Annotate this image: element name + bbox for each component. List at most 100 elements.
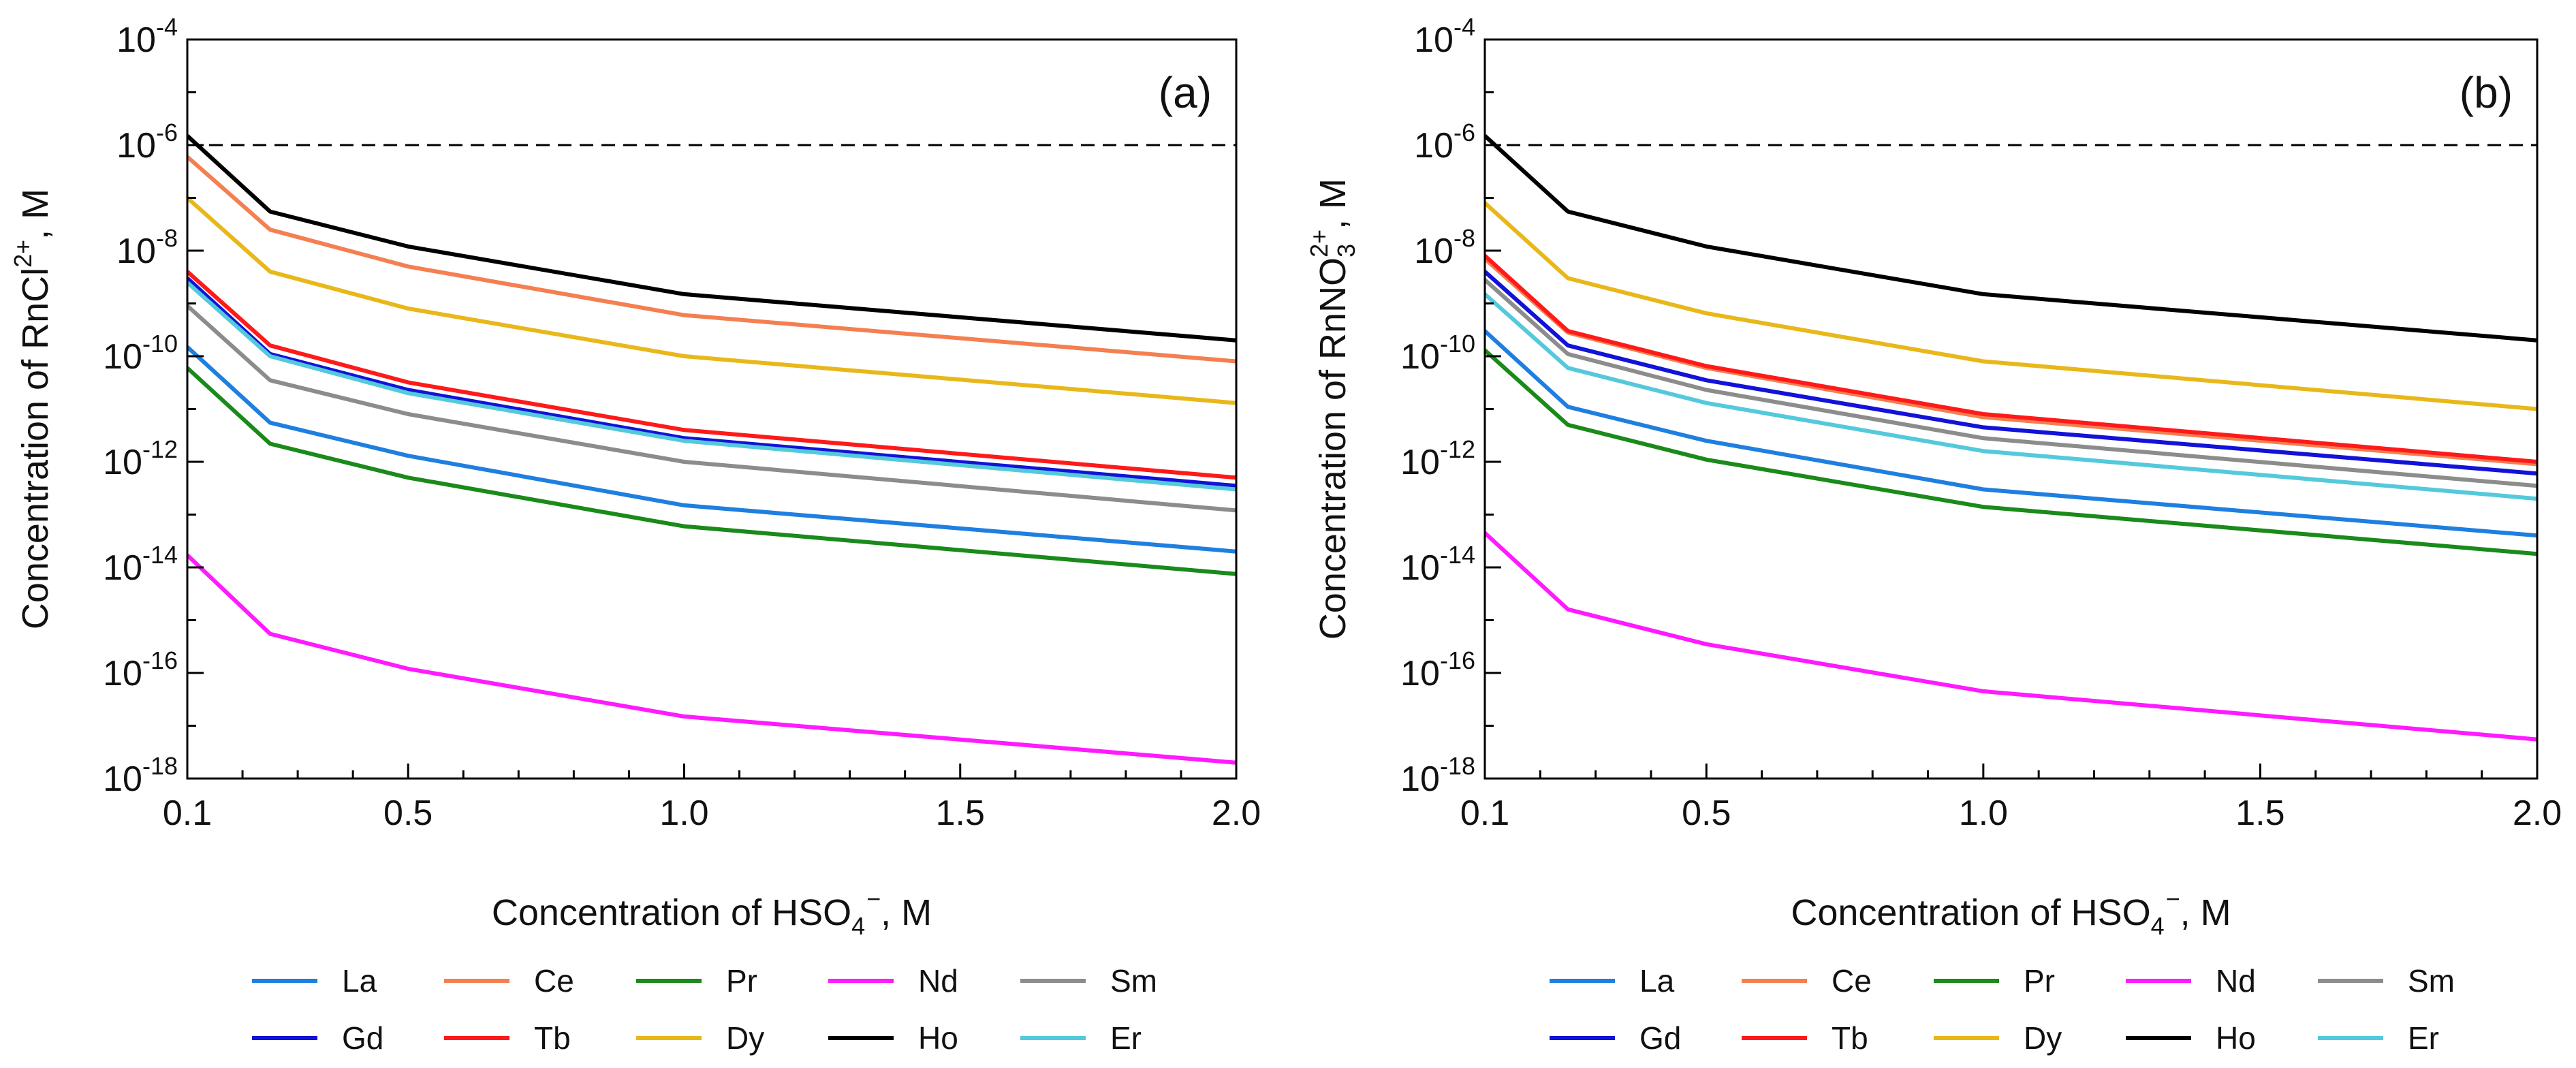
y-tick-base: 10 xyxy=(116,232,156,271)
y-tick-label: 10-10 xyxy=(103,330,178,377)
y-tick-label: 10-4 xyxy=(1414,13,1475,60)
y-tick-base: 10 xyxy=(1414,126,1454,166)
x-title-main: Concentration of HSO xyxy=(492,892,851,933)
legend-label: Ce xyxy=(534,963,574,999)
series-line-ce xyxy=(1485,257,2537,467)
y-tick-exponent: -10 xyxy=(1440,330,1475,358)
legend-item-ce: Ce xyxy=(444,963,574,999)
legend: La Ce Pr Nd Sm Gd Tb Dy Ho Er xyxy=(1550,963,2455,1056)
y-tick-label: 10-16 xyxy=(103,646,178,693)
y-tick-label: 10-4 xyxy=(116,13,178,60)
legend-label: Nd xyxy=(918,963,958,999)
series-line-dy xyxy=(1485,201,2537,411)
x-tick-label: 0.1 xyxy=(1460,794,1509,833)
series-line-la xyxy=(187,345,1236,554)
y-tick-base: 10 xyxy=(116,20,156,60)
y-tick-base: 10 xyxy=(103,443,142,482)
series-line-dy xyxy=(187,196,1236,405)
series-lines xyxy=(187,134,1236,765)
x-title-tail: , M xyxy=(881,892,932,933)
y-tick-base: 10 xyxy=(1400,548,1440,588)
y-tick-base: 10 xyxy=(103,654,142,693)
legend-label: Er xyxy=(1110,1020,1142,1056)
y-title-sub: 3 xyxy=(1332,244,1360,257)
y-title-main: Concentration of RnNO xyxy=(1313,257,1353,640)
x-tick-label: 2.0 xyxy=(2513,794,2562,833)
y-tick-base: 10 xyxy=(1414,232,1454,271)
y-tick-base: 10 xyxy=(1400,443,1440,482)
y-tick-label: 10-14 xyxy=(103,541,178,588)
y-title-tail: , M xyxy=(15,189,56,240)
y-tick-exponent: -4 xyxy=(1454,13,1475,41)
legend-item-nd: Nd xyxy=(828,963,958,999)
plot-frame xyxy=(1483,38,2539,780)
y-tick-base: 10 xyxy=(103,548,142,588)
x-tick-label: 0.5 xyxy=(383,794,433,833)
y-tick-label: 10-8 xyxy=(1414,224,1475,271)
legend-item-gd: Gd xyxy=(252,1020,383,1056)
y-title-sup: 2+ xyxy=(1305,230,1333,257)
x-tick-label: 1.5 xyxy=(936,794,985,833)
legend-item-dy: Dy xyxy=(1934,1020,2062,1056)
y-tick-label: 10-12 xyxy=(1400,435,1475,482)
y-title-sup: 2+ xyxy=(9,240,37,268)
series-line-tb xyxy=(1485,254,2537,464)
y-title-main: Concentration of RnCl xyxy=(15,268,56,629)
y-tick-exponent: -12 xyxy=(142,435,178,463)
y-tick-exponent: -4 xyxy=(156,13,178,41)
series-line-sm xyxy=(1485,278,2537,488)
x-axis-title: Concentration of HSO4−, M xyxy=(1791,885,2231,940)
y-tick-base: 10 xyxy=(1414,20,1454,60)
legend-label: Pr xyxy=(726,963,757,999)
series-line-gd xyxy=(187,277,1236,488)
y-tick-exponent: -8 xyxy=(1454,224,1475,252)
x-tick-label: 2.0 xyxy=(1212,794,1261,833)
legend-label: Tb xyxy=(1832,1020,1868,1056)
y-axis-title: Concentration of RnNO32+, M xyxy=(1305,178,1360,640)
x-title-sub: 4 xyxy=(851,912,865,940)
y-title-tail: , M xyxy=(1313,178,1353,230)
legend-item-gd: Gd xyxy=(1550,1020,1681,1056)
x-title-sup: − xyxy=(2166,885,2180,913)
y-tick-label: 10-12 xyxy=(103,435,178,482)
y-tick-exponent: -18 xyxy=(142,752,178,780)
x-axis-title: Concentration of HSO4−, M xyxy=(492,885,932,940)
legend-item-dy: Dy xyxy=(636,1020,764,1056)
y-tick-exponent: -10 xyxy=(142,330,178,358)
y-tick-label: 10-16 xyxy=(1400,646,1475,693)
legend-item-er: Er xyxy=(1020,1020,1142,1056)
series-line-tb xyxy=(187,270,1236,480)
y-tick-base: 10 xyxy=(1400,337,1440,377)
legend-label: La xyxy=(342,963,377,999)
legend-item-tb: Tb xyxy=(444,1020,571,1056)
y-tick-exponent: -16 xyxy=(1440,646,1475,674)
y-tick-label: 10-6 xyxy=(116,119,178,166)
y-tick-exponent: -6 xyxy=(156,119,178,146)
y-axis-title: Concentration of RnCl2+, M xyxy=(9,189,56,629)
x-tick-label: 0.1 xyxy=(163,794,212,833)
y-tick-label: 10-14 xyxy=(1400,541,1475,588)
legend-item-ho: Ho xyxy=(828,1020,958,1056)
series-line-sm xyxy=(187,304,1236,513)
legend-item-la: La xyxy=(1550,963,1675,999)
legend-label: Sm xyxy=(2408,963,2455,999)
y-tick-exponent: -16 xyxy=(142,646,178,674)
panel-a: 10-410-610-810-1010-1210-1410-1610-180.1… xyxy=(9,13,1261,1056)
series-line-nd xyxy=(187,553,1236,765)
legend-item-pr: Pr xyxy=(636,963,757,999)
y-tick-exponent: -14 xyxy=(142,541,178,569)
x-tick-label: 1.0 xyxy=(659,794,708,833)
legend-item-ho: Ho xyxy=(2126,1020,2256,1056)
legend-label: Gd xyxy=(342,1020,383,1056)
y-tick-base: 10 xyxy=(1400,759,1440,799)
y-tick-base: 10 xyxy=(103,759,142,799)
y-tick-exponent: -18 xyxy=(1440,752,1475,780)
series-line-ho xyxy=(1485,134,2537,343)
y-tick-label: 10-18 xyxy=(103,752,178,799)
y-tick-label: 10-6 xyxy=(1414,119,1475,166)
legend-label: Pr xyxy=(2024,963,2055,999)
legend-item-sm: Sm xyxy=(2318,963,2455,999)
legend-label: Sm xyxy=(1110,963,1157,999)
legend: La Ce Pr Nd Sm Gd Tb Dy Ho Er xyxy=(252,963,1157,1056)
